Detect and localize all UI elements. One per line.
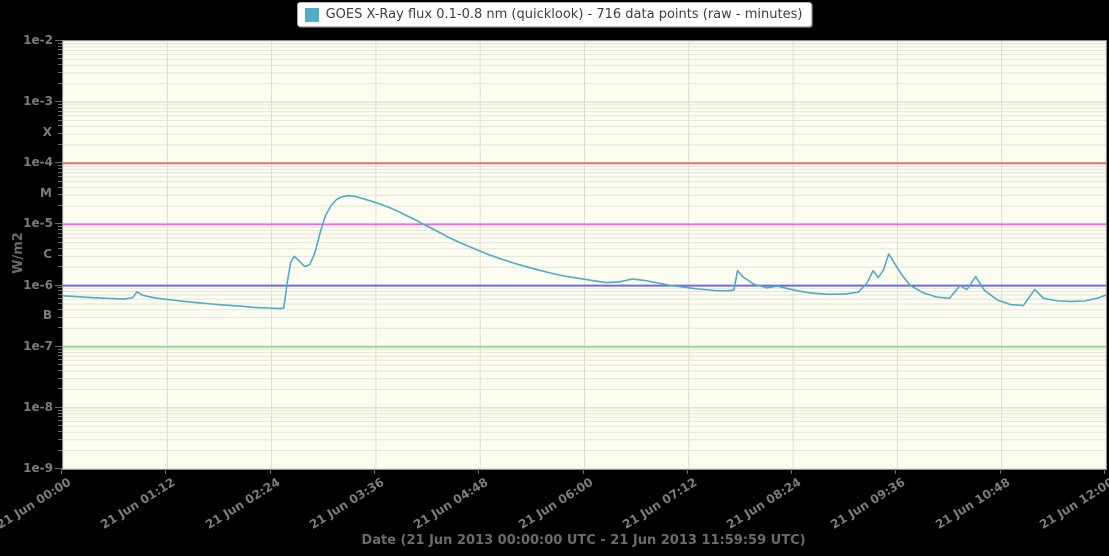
- y-tick-mark: [55, 406, 62, 408]
- y-tick-mark: [58, 420, 62, 422]
- y-tick-mark: [58, 316, 62, 318]
- y-tick-mark: [58, 82, 62, 84]
- y-tick-mark: [58, 45, 62, 47]
- y-tick-mark: [58, 351, 62, 353]
- y-tick-mark: [58, 133, 62, 135]
- x-tick-mark: [1104, 469, 1105, 474]
- y-tick-mark: [58, 171, 62, 173]
- y-tick-mark: [58, 409, 62, 411]
- y-tick-mark: [58, 165, 62, 167]
- y-tick-mark: [58, 229, 62, 231]
- y-tick-mark: [58, 241, 62, 243]
- y-tick-mark: [55, 223, 62, 225]
- flare-class-label: C: [43, 247, 52, 261]
- y-tick-mark: [55, 468, 62, 469]
- y-tick-mark: [58, 266, 62, 268]
- y-tick-mark: [58, 114, 62, 116]
- y-tick-mark: [55, 40, 62, 41]
- y-tick-mark: [58, 103, 62, 105]
- y-tick-mark: [58, 247, 62, 249]
- y-tick-mark: [58, 64, 62, 66]
- y-tick-mark: [58, 53, 62, 55]
- plot-area: [62, 40, 1107, 470]
- x-tick-mark: [999, 469, 1001, 474]
- flare-class-label: M: [40, 185, 52, 200]
- y-tick-mark: [58, 348, 62, 350]
- y-tick-mark: [58, 412, 62, 414]
- chart-legend[interactable]: GOES X-Ray flux 0.1-0.8 nm (quicklook) -…: [296, 2, 813, 27]
- y-tick-mark: [58, 143, 62, 145]
- y-tick-mark: [58, 125, 62, 127]
- x-tick-mark: [895, 469, 897, 474]
- y-tick-mark: [58, 355, 62, 357]
- y-tick-mark: [58, 302, 62, 304]
- y-tick-mark: [58, 416, 62, 418]
- y-tick-mark: [55, 345, 62, 347]
- y-tick-mark: [58, 327, 62, 329]
- x-tick-mark: [582, 469, 584, 474]
- y-tick-mark: [58, 194, 62, 196]
- y-tick-mark: [58, 438, 62, 440]
- y-tick-mark: [58, 359, 62, 361]
- y-tick-label: 1e-6: [23, 277, 53, 292]
- y-tick-mark: [55, 101, 62, 103]
- y-tick-mark: [58, 290, 62, 292]
- x-tick-mark: [165, 469, 167, 474]
- y-tick-mark: [58, 294, 62, 296]
- x-tick-mark: [791, 469, 793, 474]
- y-tick-label: 1e-7: [23, 338, 53, 353]
- x-tick-mark: [373, 469, 375, 474]
- y-tick-mark: [58, 425, 62, 427]
- flare-class-label: B: [42, 308, 52, 323]
- y-tick-mark: [55, 162, 62, 164]
- x-tick-mark: [686, 469, 688, 474]
- y-tick-label: 1e-8: [23, 399, 53, 414]
- x-tick-mark: [61, 469, 62, 474]
- y-tick-mark: [58, 49, 62, 51]
- y-tick-mark: [58, 298, 62, 300]
- x-tick-mark: [269, 469, 271, 474]
- y-tick-mark: [58, 180, 62, 182]
- y-tick-mark: [58, 449, 62, 451]
- y-tick-mark: [58, 370, 62, 372]
- y-tick-mark: [58, 42, 62, 44]
- y-tick-mark: [58, 364, 62, 366]
- y-tick-mark: [58, 119, 62, 121]
- y-tick-label: 1e-5: [23, 216, 53, 231]
- y-tick-mark: [58, 431, 62, 433]
- y-tick-mark: [58, 168, 62, 170]
- flare-class-label: X: [42, 124, 52, 139]
- y-tick-mark: [58, 236, 62, 238]
- y-tick-mark: [58, 226, 62, 228]
- y-tick-label: 1e-4: [23, 155, 53, 170]
- x-tick-mark: [478, 469, 480, 474]
- y-tick-mark: [58, 388, 62, 390]
- legend-series-swatch-icon: [304, 7, 319, 22]
- y-tick-label: 1e-3: [23, 94, 53, 109]
- y-tick-mark: [58, 205, 62, 207]
- y-tick-label: 1e-9: [23, 461, 53, 475]
- legend-series-label: GOES X-Ray flux 0.1-0.8 nm (quicklook) -…: [325, 7, 803, 22]
- y-tick-mark: [58, 110, 62, 112]
- y-tick-mark: [58, 232, 62, 234]
- y-tick-label: 1e-2: [23, 33, 53, 47]
- plot-canvas: [63, 41, 1106, 469]
- y-tick-mark: [55, 284, 62, 286]
- y-tick-mark: [58, 377, 62, 379]
- y-tick-mark: [58, 71, 62, 73]
- y-tick-mark: [58, 308, 62, 310]
- y-tick-mark: [58, 255, 62, 257]
- y-tick-mark: [58, 107, 62, 109]
- y-tick-mark: [58, 186, 62, 188]
- y-tick-mark: [58, 58, 62, 60]
- y-tick-mark: [58, 175, 62, 177]
- x-axis-title: Date (21 Jun 2013 00:00:00 UTC - 21 Jun …: [361, 533, 806, 548]
- y-tick-mark: [58, 287, 62, 289]
